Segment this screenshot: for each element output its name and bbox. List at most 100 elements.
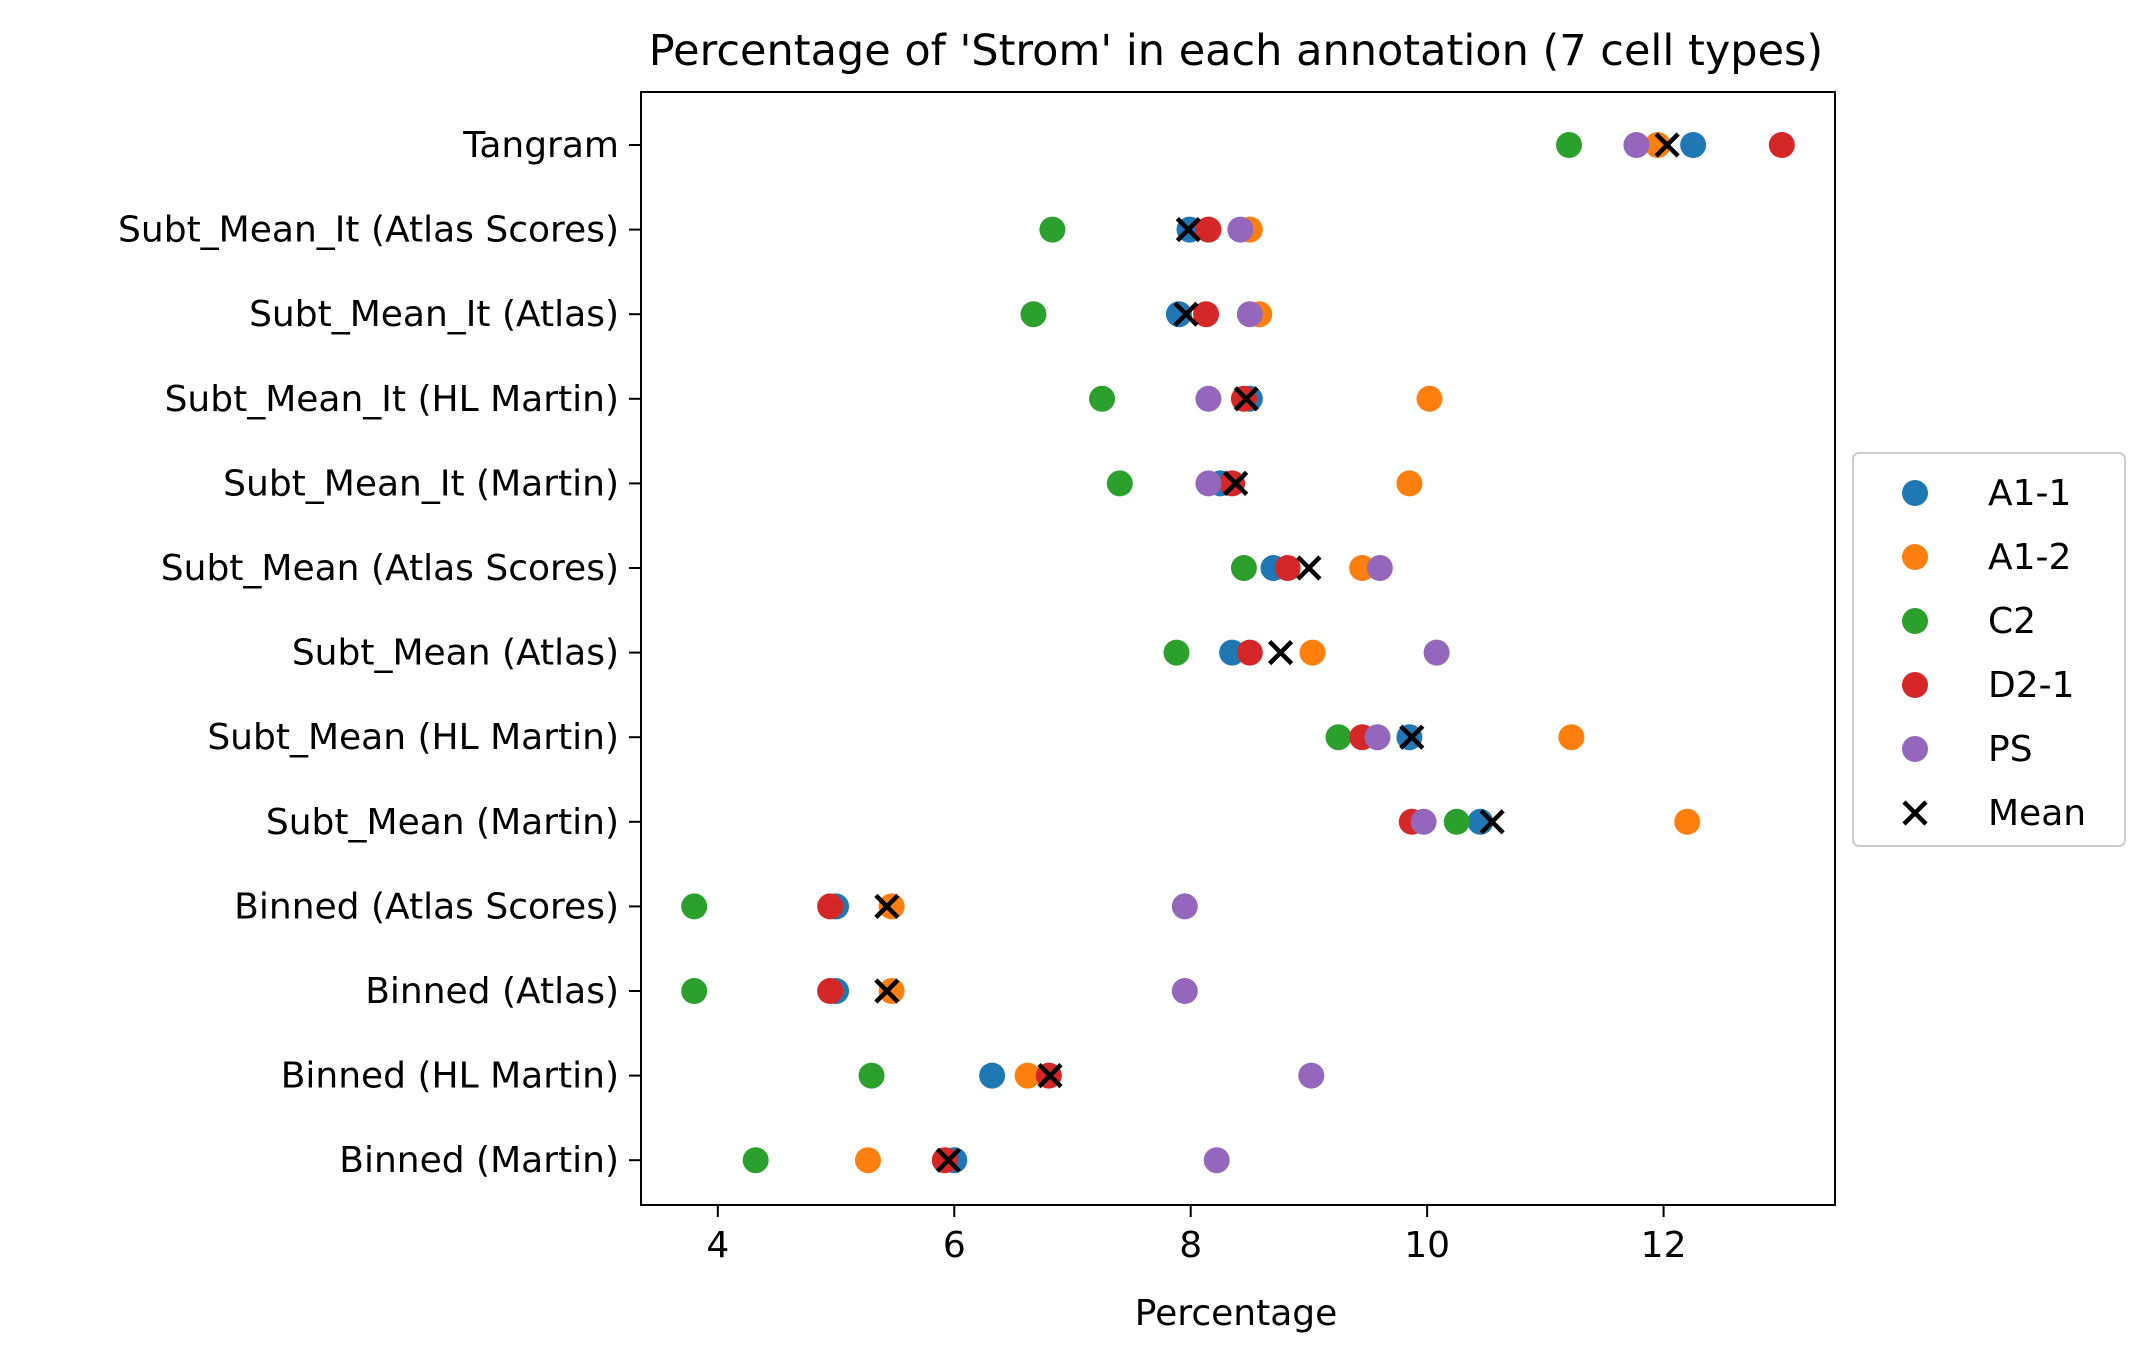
series-mean xyxy=(874,132,1680,1173)
data-point xyxy=(1443,808,1470,835)
data-point xyxy=(1654,132,1680,158)
legend-marker xyxy=(1902,544,1928,570)
data-point xyxy=(1039,216,1066,243)
data-point xyxy=(1623,132,1650,158)
data-point xyxy=(1298,1062,1325,1089)
x-tick-label: 10 xyxy=(1404,1225,1450,1266)
data-point xyxy=(817,893,844,920)
y-tick-label: Binned (Atlas) xyxy=(365,971,619,1012)
y-tick-label: Binned (Martin) xyxy=(339,1140,619,1181)
data-point xyxy=(1299,639,1326,666)
data-point xyxy=(878,978,905,1004)
data-point xyxy=(874,893,900,919)
x-axis-label: Percentage xyxy=(1135,1293,1338,1334)
x-tick-label: 6 xyxy=(943,1225,966,1266)
legend-label: PS xyxy=(1988,729,2033,770)
y-tick-label: Subt_Mean (Atlas Scores) xyxy=(161,548,619,589)
data-point xyxy=(1479,809,1505,835)
data-point xyxy=(1171,893,1198,920)
data-point xyxy=(1020,301,1047,328)
legend-marker xyxy=(1902,800,1928,826)
y-tick-label: Subt_Mean_It (Martin) xyxy=(223,463,619,504)
data-point xyxy=(1171,978,1198,1004)
legend: A1-1 A1-2 C2 D2-1 PS Mean xyxy=(1852,452,2126,847)
data-point xyxy=(878,893,905,920)
data-point xyxy=(1195,385,1222,412)
data-point xyxy=(1014,1062,1041,1089)
y-tick-label: Tangram xyxy=(462,125,619,166)
x-tick-label: 8 xyxy=(1179,1225,1202,1266)
series-a1-1 xyxy=(823,132,1707,1174)
legend-label: A1-1 xyxy=(1988,473,2071,514)
data-point xyxy=(742,1147,769,1174)
legend-marker xyxy=(1902,736,1928,762)
y-tick-label: Binned (Atlas Scores) xyxy=(234,886,619,927)
data-point xyxy=(1173,301,1199,327)
data-point xyxy=(1236,301,1263,328)
data-point xyxy=(979,1062,1006,1089)
data-point xyxy=(1644,132,1671,158)
data-point xyxy=(1364,724,1391,751)
chart-title: Percentage of 'Strom' in each annotation… xyxy=(649,26,1823,76)
legend-label: C2 xyxy=(1988,601,2036,642)
data-point xyxy=(874,978,900,1004)
data-point xyxy=(1296,555,1322,581)
legend-label: D2-1 xyxy=(1988,665,2075,706)
data-point xyxy=(1399,724,1425,750)
legend-label: A1-2 xyxy=(1988,537,2071,578)
legend-marker xyxy=(1902,608,1928,634)
y-tick-label: Binned (HL Martin) xyxy=(281,1056,619,1097)
data-point xyxy=(1193,301,1220,328)
data-point xyxy=(1037,1063,1063,1089)
data-point xyxy=(1233,386,1259,412)
data-point xyxy=(1325,724,1352,751)
data-point xyxy=(1674,808,1701,835)
y-tick-label: Subt_Mean (HL Martin) xyxy=(207,717,619,758)
data-point xyxy=(1556,132,1583,158)
data-point xyxy=(1274,555,1301,581)
y-tick-label: Subt_Mean (Martin) xyxy=(266,802,619,843)
data-point xyxy=(1267,640,1294,666)
y-tick-label: Subt_Mean_It (Atlas Scores) xyxy=(118,210,619,251)
data-point xyxy=(1195,216,1222,243)
data-point xyxy=(1680,132,1707,158)
data-point xyxy=(1230,555,1257,581)
data-point xyxy=(1768,132,1795,158)
legend-label: Mean xyxy=(1988,793,2086,834)
plot-frame xyxy=(640,91,1836,1206)
data-point xyxy=(931,1147,958,1174)
x-tick-label: 12 xyxy=(1641,1225,1687,1266)
x-tick-label: 4 xyxy=(706,1225,729,1266)
y-tick-label: Subt_Mean_It (HL Martin) xyxy=(165,379,619,420)
data-point xyxy=(1396,470,1423,497)
data-point xyxy=(1089,385,1116,412)
y-tick-label: Subt_Mean (Atlas) xyxy=(292,633,619,674)
data-point xyxy=(1416,385,1443,412)
data-point xyxy=(1423,639,1450,666)
plot-area: Tangram Subt_Mean_It (Atlas Scores) Subt_M… xyxy=(118,91,1836,1266)
series-c2 xyxy=(681,132,1583,1174)
data-point xyxy=(854,1147,881,1174)
y-tick-label: Subt_Mean_It (Atlas) xyxy=(249,294,619,335)
data-point xyxy=(1366,555,1393,581)
series-ps xyxy=(1171,132,1650,1174)
data-point xyxy=(1195,470,1222,497)
data-point xyxy=(1223,470,1249,496)
data-point xyxy=(1227,216,1254,243)
data-point xyxy=(1219,470,1246,497)
data-point xyxy=(681,978,708,1004)
data-point xyxy=(1236,639,1263,666)
data-point xyxy=(1558,724,1585,751)
data-point xyxy=(1203,1147,1230,1174)
legend-marker xyxy=(1902,480,1928,506)
data-point xyxy=(817,978,844,1004)
data-point xyxy=(1165,301,1192,328)
data-point xyxy=(1410,808,1437,835)
data-point xyxy=(935,1147,961,1173)
data-point xyxy=(1106,470,1133,497)
data-point xyxy=(1175,217,1201,243)
data-point xyxy=(1163,639,1190,666)
legend-marker xyxy=(1902,672,1928,698)
data-point xyxy=(681,893,708,920)
